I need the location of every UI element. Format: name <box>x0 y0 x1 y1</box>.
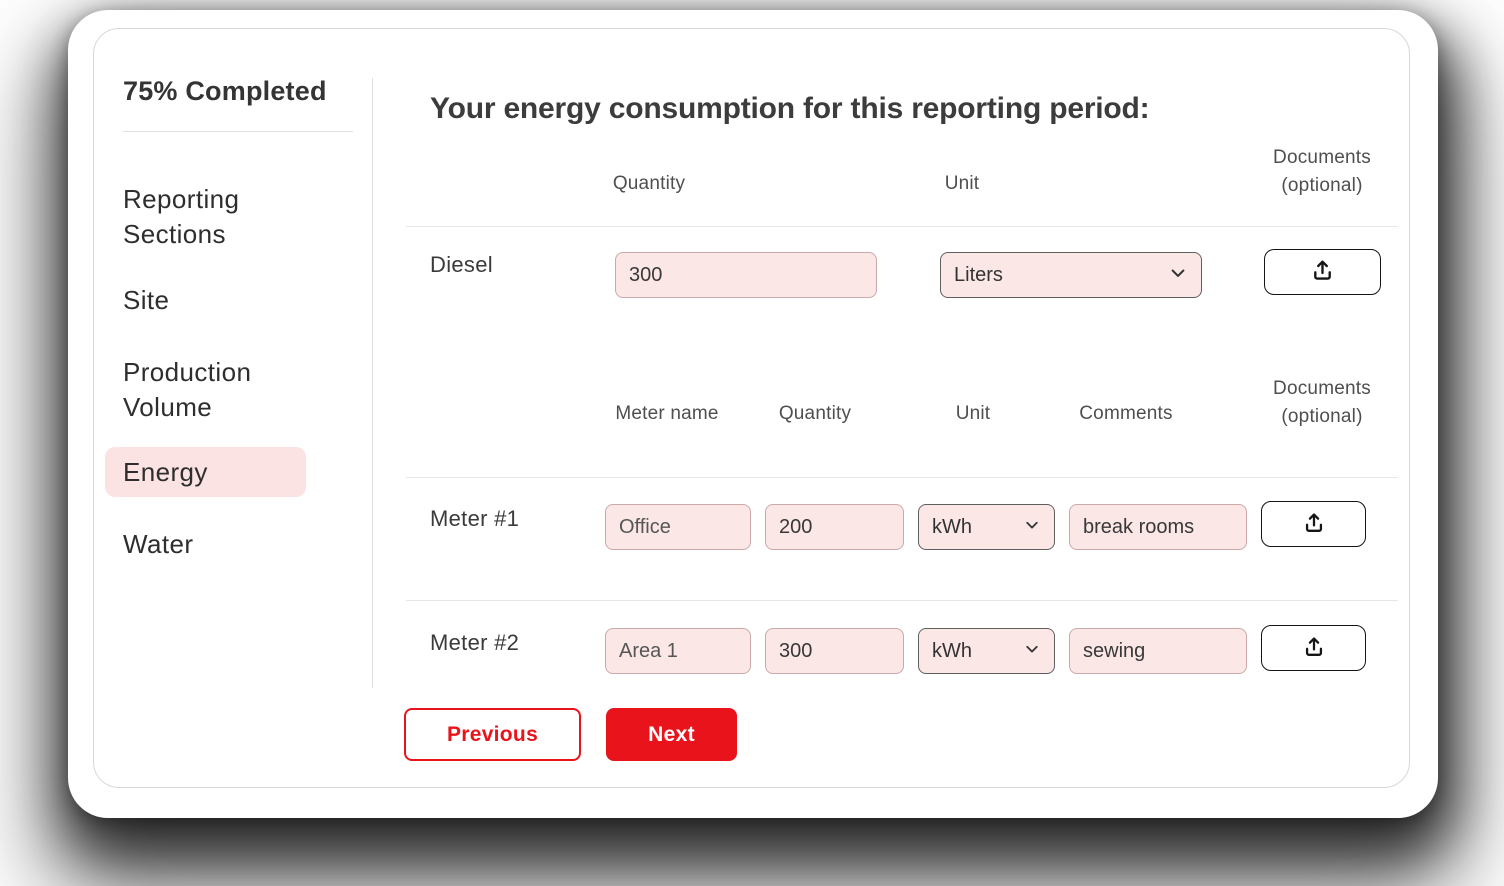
meter-header-name: Meter name <box>615 403 719 424</box>
sidebar-item-energy[interactable]: Energy <box>105 447 306 497</box>
diesel-quantity-input[interactable] <box>615 252 877 298</box>
main-card <box>68 10 1438 818</box>
meter1-unit-value: kWh <box>932 515 972 538</box>
fuel-header-unit: Unit <box>944 173 980 194</box>
sidebar-item-reporting-sections[interactable]: Reporting Sections <box>123 184 240 249</box>
next-button[interactable]: Next <box>606 708 737 761</box>
meter2-upload-button[interactable] <box>1261 625 1366 671</box>
divider <box>406 600 1398 601</box>
meter2-name-input[interactable] <box>605 628 751 674</box>
divider <box>406 477 1398 478</box>
progress-label: 75% Completed <box>123 76 327 106</box>
meter1-row-label: Meter #1 <box>430 506 520 531</box>
progress-divider <box>123 131 353 132</box>
sidebar-item-energy-label: Energy <box>123 456 208 487</box>
meter-header-documents: Documents (optional) <box>1273 378 1371 427</box>
table-row-meter-1: Meter #1 kWh <box>430 501 1398 553</box>
meter-header-quantity: Quantity <box>778 403 852 424</box>
sidebar-item-production-volume[interactable]: Production Volume <box>123 357 252 422</box>
meter-header-comments: Comments <box>1079 403 1173 424</box>
diesel-unit-select[interactable]: Liters <box>940 252 1202 298</box>
meter1-comments-input[interactable] <box>1069 504 1247 550</box>
meter2-unit-select[interactable]: kWh <box>918 628 1055 674</box>
divider <box>406 226 1398 227</box>
chevron-down-icon <box>1024 517 1040 538</box>
upload-icon <box>1301 510 1327 539</box>
diesel-upload-button[interactable] <box>1264 249 1381 295</box>
previous-button[interactable]: Previous <box>404 708 581 761</box>
page-title: Your energy consumption for this reporti… <box>430 92 1150 125</box>
fuel-header-quantity: Quantity <box>612 173 686 194</box>
meter1-quantity-input[interactable] <box>765 504 904 550</box>
chevron-down-icon <box>1169 264 1187 287</box>
sidebar-item-site[interactable]: Site <box>123 285 170 315</box>
chevron-down-icon <box>1024 641 1040 662</box>
diesel-unit-value: Liters <box>954 263 1003 286</box>
diesel-row-label: Diesel <box>430 252 493 277</box>
meter2-row-label: Meter #2 <box>430 630 520 655</box>
meter2-comments-input[interactable] <box>1069 628 1247 674</box>
sidebar-item-water[interactable]: Water <box>123 529 194 559</box>
sidebar-divider <box>372 78 373 688</box>
meter1-unit-select[interactable]: kWh <box>918 504 1055 550</box>
table-row-meter-2: Meter #2 kWh <box>430 625 1398 677</box>
meter-header-unit: Unit <box>955 403 991 424</box>
meter1-name-input[interactable] <box>605 504 751 550</box>
fuel-header-documents: Documents (optional) <box>1273 147 1371 196</box>
upload-icon <box>1301 634 1327 663</box>
upload-icon <box>1309 257 1336 287</box>
meter2-unit-value: kWh <box>932 639 972 662</box>
meter1-upload-button[interactable] <box>1261 501 1366 547</box>
meter2-quantity-input[interactable] <box>765 628 904 674</box>
